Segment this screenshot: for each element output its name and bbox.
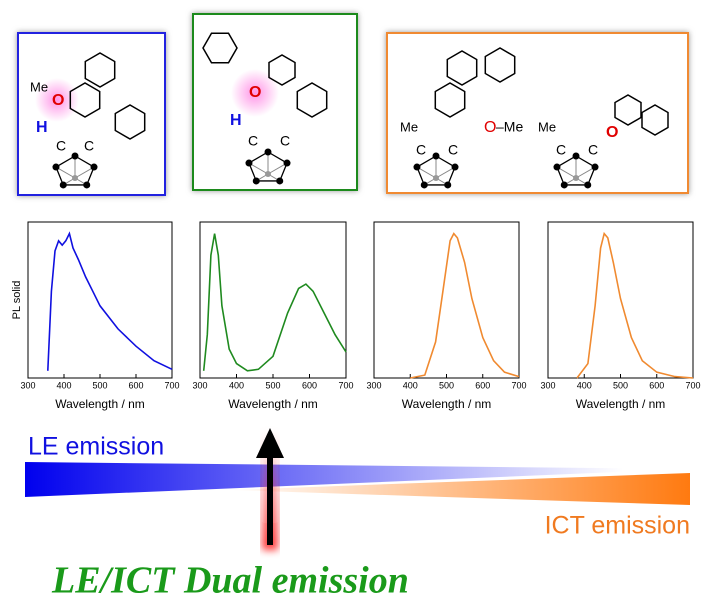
cage-atom bbox=[553, 164, 560, 171]
spectrum-line bbox=[410, 234, 519, 378]
x-tick-label: 500 bbox=[265, 380, 280, 390]
cage-atom bbox=[433, 175, 439, 181]
x-tick-label: 700 bbox=[164, 380, 179, 390]
x-tick-label: 500 bbox=[613, 380, 628, 390]
atom-label: Me bbox=[400, 119, 418, 134]
cage-atom bbox=[276, 177, 283, 184]
atom-label: O bbox=[52, 92, 64, 109]
cage-atom bbox=[584, 181, 591, 188]
plot-frame bbox=[28, 222, 172, 378]
y-axis-label: PL solid bbox=[11, 281, 23, 320]
x-tick-label: 700 bbox=[511, 380, 526, 390]
x-axis-label: Wavelength / nm bbox=[228, 397, 318, 411]
atom-label: Me bbox=[30, 79, 48, 94]
atom-label: H bbox=[230, 112, 242, 129]
x-axis-label: Wavelength / nm bbox=[402, 397, 492, 411]
atom-label: C bbox=[248, 133, 258, 149]
cage-atom bbox=[573, 175, 579, 181]
atom-label: O bbox=[484, 119, 496, 136]
atom-label: O bbox=[249, 84, 261, 101]
cage-atom bbox=[72, 175, 78, 181]
x-tick-label: 600 bbox=[475, 380, 490, 390]
atom-label: Me bbox=[538, 119, 556, 134]
cage-atom bbox=[284, 160, 291, 167]
x-tick-label: 500 bbox=[439, 380, 454, 390]
x-tick-label: 600 bbox=[128, 380, 143, 390]
cage-atom bbox=[52, 164, 59, 171]
cage-atom bbox=[72, 153, 79, 160]
atom-label: C bbox=[56, 138, 66, 154]
cage-atom bbox=[60, 181, 67, 188]
ict-label: ICT emission bbox=[545, 512, 690, 540]
x-tick-label: 300 bbox=[540, 380, 555, 390]
x-axis-label: Wavelength / nm bbox=[55, 397, 145, 411]
x-tick-label: 400 bbox=[56, 380, 71, 390]
atom-label: C bbox=[416, 142, 426, 158]
cage-atom bbox=[83, 181, 90, 188]
x-tick-label: 400 bbox=[229, 380, 244, 390]
plot-frame bbox=[374, 222, 519, 378]
cage-atom bbox=[452, 164, 459, 171]
atom-label: C bbox=[448, 142, 458, 158]
atom-label: C bbox=[280, 133, 290, 149]
atom-label: C bbox=[556, 142, 566, 158]
spectrum-line bbox=[204, 234, 346, 371]
atom-label: O bbox=[606, 124, 618, 141]
x-tick-label: 700 bbox=[338, 380, 353, 390]
x-tick-label: 400 bbox=[577, 380, 592, 390]
x-tick-label: 300 bbox=[366, 380, 381, 390]
atom-label: –Me bbox=[496, 119, 523, 135]
cage-atom bbox=[265, 149, 272, 156]
cage-atom bbox=[265, 171, 271, 177]
x-tick-label: 700 bbox=[685, 380, 700, 390]
le-label: LE emission bbox=[28, 433, 164, 461]
atom-label: H bbox=[36, 119, 48, 136]
x-tick-label: 600 bbox=[649, 380, 664, 390]
dual-label: LE/ICT Dual emission bbox=[51, 560, 409, 602]
cage-atom bbox=[253, 177, 260, 184]
spectrum-line bbox=[577, 234, 693, 378]
x-tick-label: 500 bbox=[92, 380, 107, 390]
cage-atom bbox=[91, 164, 98, 171]
x-tick-label: 300 bbox=[20, 380, 35, 390]
graphical-abstract: Me O H C C O H C C Me C C O –Me Me C C O… bbox=[0, 0, 706, 602]
cage-atom bbox=[573, 153, 580, 160]
x-axis-label: Wavelength / nm bbox=[576, 397, 666, 411]
spectrum-line bbox=[48, 234, 172, 371]
atom-label: C bbox=[84, 138, 94, 154]
cage-atom bbox=[561, 181, 568, 188]
cage-atom bbox=[592, 164, 599, 171]
cage-atom bbox=[421, 181, 428, 188]
atom-label: C bbox=[588, 142, 598, 158]
cage-atom bbox=[433, 153, 440, 160]
x-tick-label: 400 bbox=[403, 380, 418, 390]
cage-atom bbox=[413, 164, 420, 171]
x-tick-label: 600 bbox=[302, 380, 317, 390]
x-tick-label: 300 bbox=[192, 380, 207, 390]
arrow-head bbox=[256, 428, 284, 458]
cage-atom bbox=[444, 181, 451, 188]
cage-atom bbox=[245, 160, 252, 167]
molecule-box bbox=[387, 33, 688, 193]
